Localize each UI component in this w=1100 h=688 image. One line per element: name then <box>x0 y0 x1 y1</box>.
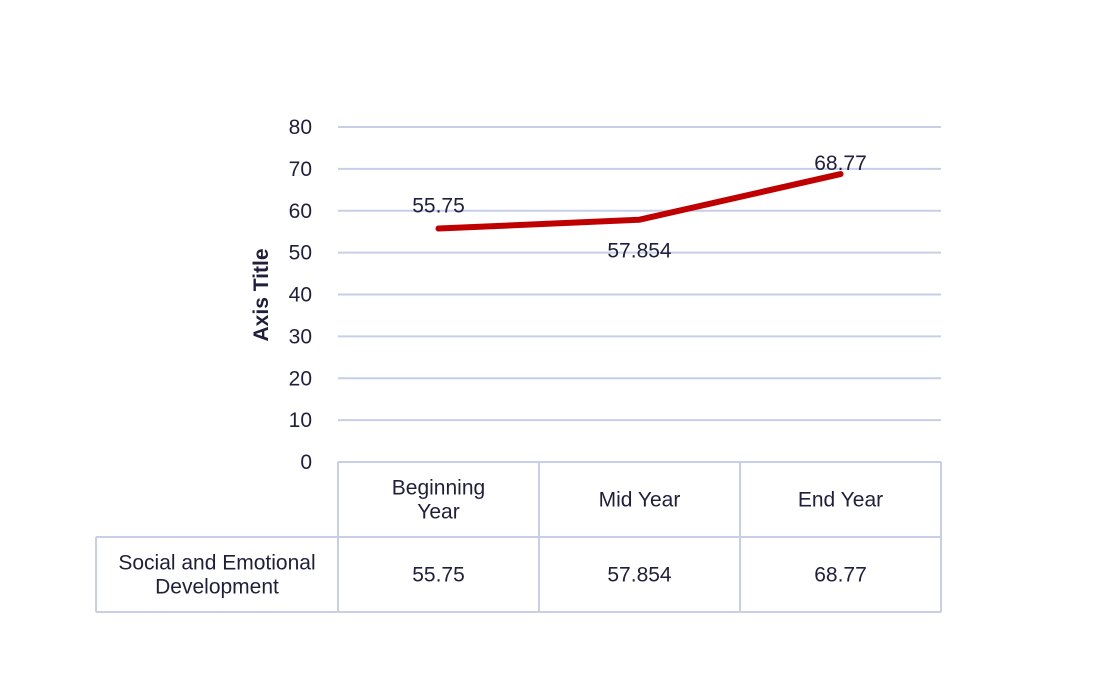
y-axis-ticks: 0 10 20 30 40 50 60 70 80 <box>289 116 312 474</box>
x-category-label: Mid Year <box>599 489 681 512</box>
data-label: 68.77 <box>814 152 867 175</box>
series-layer <box>435 171 844 232</box>
y-tick-label: 20 <box>289 367 312 390</box>
gridlines <box>338 126 941 422</box>
y-tick-label: 0 <box>300 451 312 474</box>
data-labels: 55.75 57.854 68.77 <box>412 152 867 263</box>
data-table: Beginning Year Mid Year End Year Social and … <box>95 461 942 613</box>
y-axis-title: Axis Title <box>250 249 273 342</box>
y-tick-label: 10 <box>289 409 312 432</box>
table-cell-value: 68.77 <box>814 564 867 587</box>
data-label: 55.75 <box>412 195 465 218</box>
data-label: 57.854 <box>607 240 672 263</box>
y-tick-label: 70 <box>289 158 312 181</box>
series-line <box>435 171 844 232</box>
y-tick-label: 60 <box>289 200 312 223</box>
table-cell-value: 57.854 <box>607 564 672 587</box>
table-cell-value: 55.75 <box>412 564 465 587</box>
y-tick-label: 40 <box>289 284 312 307</box>
x-category-label: Beginning Year <box>392 477 485 524</box>
y-tick-label: 30 <box>289 325 312 348</box>
y-tick-label: 50 <box>289 242 312 265</box>
table-series-name: Social and Emotional Development <box>118 552 315 599</box>
y-tick-label: 80 <box>289 116 312 139</box>
x-category-label: End Year <box>798 489 883 512</box>
